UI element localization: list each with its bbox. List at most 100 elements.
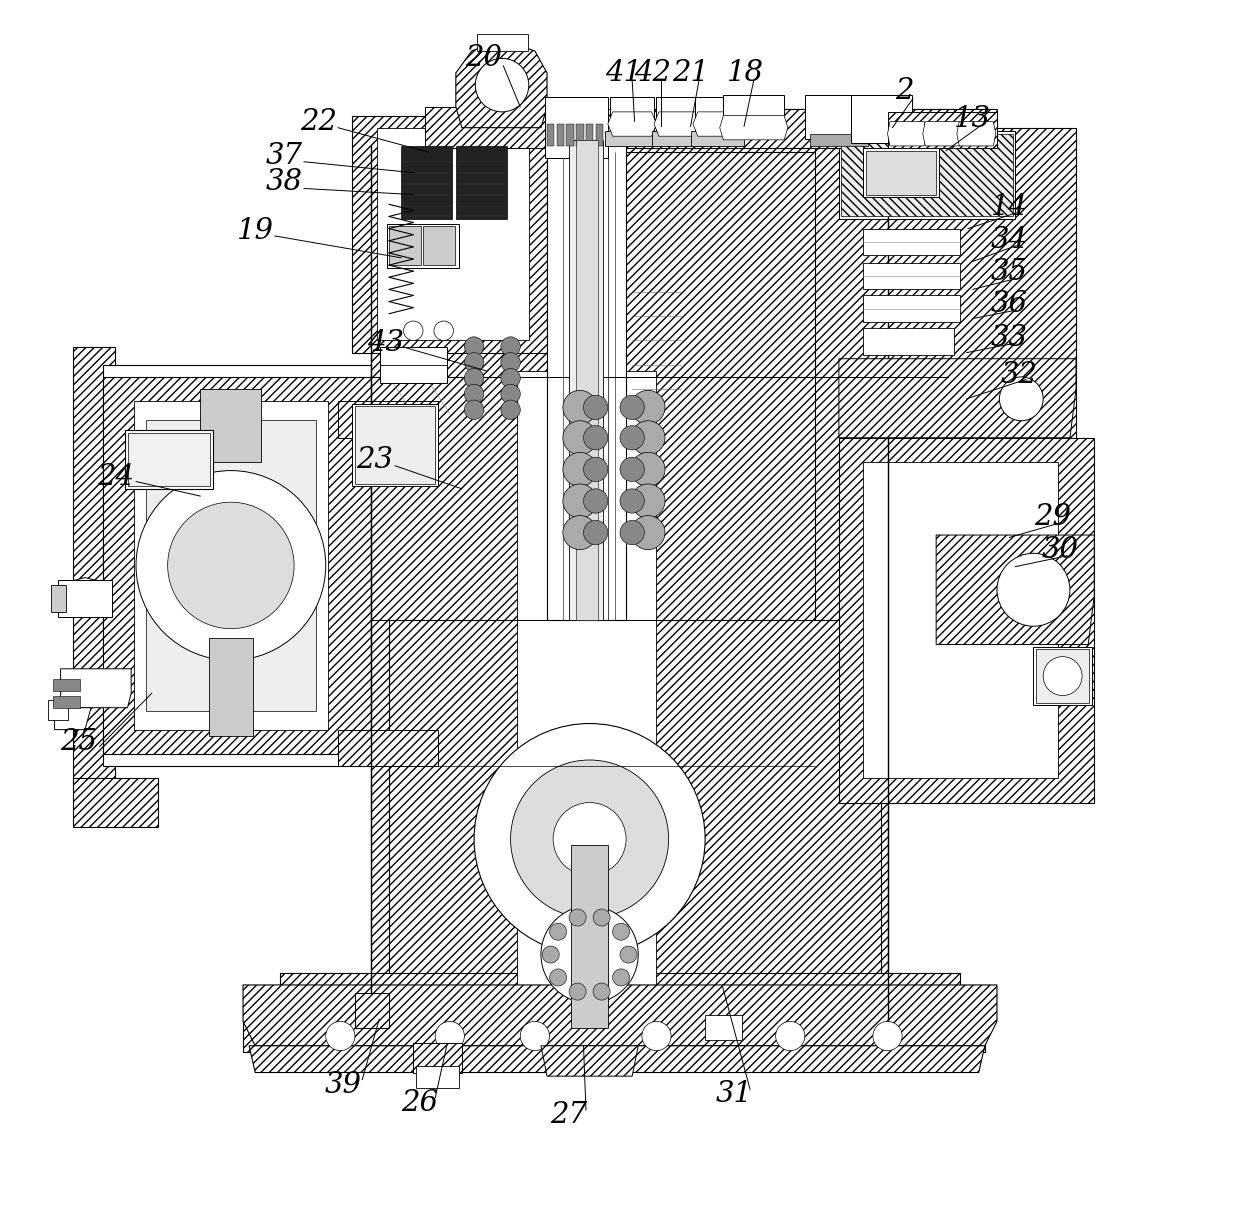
Polygon shape <box>425 109 997 152</box>
Polygon shape <box>888 122 926 146</box>
Circle shape <box>563 452 596 486</box>
Circle shape <box>464 384 484 404</box>
Polygon shape <box>693 112 742 136</box>
Polygon shape <box>371 146 949 377</box>
Polygon shape <box>355 406 435 484</box>
Circle shape <box>620 520 645 545</box>
Polygon shape <box>389 226 420 265</box>
Polygon shape <box>371 371 888 1028</box>
Text: 23: 23 <box>356 445 393 474</box>
Polygon shape <box>863 328 955 355</box>
Text: 19: 19 <box>237 216 274 246</box>
Circle shape <box>563 516 596 550</box>
Polygon shape <box>839 438 1094 803</box>
Circle shape <box>167 502 294 629</box>
Text: 21: 21 <box>672 58 709 88</box>
Circle shape <box>620 426 645 450</box>
Circle shape <box>501 384 521 404</box>
Circle shape <box>521 1021 549 1051</box>
Circle shape <box>511 760 668 918</box>
Polygon shape <box>595 124 603 146</box>
Polygon shape <box>243 1021 985 1052</box>
Text: 32: 32 <box>1001 360 1038 389</box>
Text: 36: 36 <box>991 289 1028 319</box>
Polygon shape <box>863 263 961 289</box>
Polygon shape <box>146 420 316 711</box>
Polygon shape <box>610 97 653 134</box>
Polygon shape <box>863 462 1058 778</box>
Polygon shape <box>863 148 939 197</box>
Polygon shape <box>577 140 598 620</box>
Text: 25: 25 <box>61 727 98 756</box>
Circle shape <box>464 353 484 372</box>
Text: 18: 18 <box>727 58 764 88</box>
Text: 37: 37 <box>265 141 303 170</box>
Polygon shape <box>866 151 936 195</box>
Polygon shape <box>841 134 1013 216</box>
Text: 13: 13 <box>954 105 991 134</box>
Circle shape <box>563 421 596 455</box>
Polygon shape <box>557 124 564 146</box>
Circle shape <box>584 520 608 545</box>
Circle shape <box>631 516 665 550</box>
Polygon shape <box>456 146 507 219</box>
Polygon shape <box>706 1015 742 1040</box>
Polygon shape <box>128 433 211 486</box>
Polygon shape <box>381 347 448 383</box>
Text: 39: 39 <box>324 1070 361 1099</box>
Polygon shape <box>210 638 253 736</box>
Circle shape <box>569 910 587 927</box>
Polygon shape <box>387 224 460 268</box>
Circle shape <box>549 969 567 986</box>
Polygon shape <box>572 845 608 1028</box>
Polygon shape <box>55 708 91 730</box>
Polygon shape <box>103 377 371 754</box>
Circle shape <box>631 484 665 518</box>
Polygon shape <box>863 295 961 322</box>
Polygon shape <box>103 365 377 766</box>
Circle shape <box>501 400 521 420</box>
Polygon shape <box>651 131 706 146</box>
Circle shape <box>563 484 596 518</box>
Circle shape <box>620 946 637 963</box>
Circle shape <box>553 803 626 876</box>
Polygon shape <box>125 430 212 489</box>
Polygon shape <box>608 112 656 136</box>
Polygon shape <box>888 112 997 148</box>
Circle shape <box>631 390 665 424</box>
Circle shape <box>464 368 484 388</box>
Polygon shape <box>279 973 961 1028</box>
Circle shape <box>501 353 521 372</box>
Polygon shape <box>815 128 1076 632</box>
Polygon shape <box>810 134 868 146</box>
Polygon shape <box>61 669 131 708</box>
Polygon shape <box>476 34 527 51</box>
Polygon shape <box>337 730 438 766</box>
Polygon shape <box>337 401 438 438</box>
Polygon shape <box>936 535 1094 644</box>
Polygon shape <box>415 1066 460 1088</box>
Circle shape <box>464 400 484 420</box>
Polygon shape <box>957 122 996 146</box>
Circle shape <box>434 321 454 340</box>
Polygon shape <box>51 585 66 612</box>
Circle shape <box>593 983 610 1000</box>
Circle shape <box>403 321 423 340</box>
Polygon shape <box>355 993 389 1028</box>
Polygon shape <box>851 95 911 143</box>
Polygon shape <box>541 1046 639 1076</box>
Polygon shape <box>58 580 112 617</box>
Circle shape <box>593 910 610 927</box>
Text: 33: 33 <box>991 323 1028 353</box>
Polygon shape <box>839 359 1076 438</box>
Circle shape <box>999 377 1043 421</box>
Circle shape <box>541 906 639 1003</box>
Circle shape <box>620 489 645 513</box>
Polygon shape <box>569 140 603 620</box>
Circle shape <box>620 395 645 420</box>
Text: 27: 27 <box>551 1100 588 1130</box>
Polygon shape <box>587 124 593 146</box>
Polygon shape <box>656 97 701 134</box>
Text: 34: 34 <box>991 225 1028 254</box>
Polygon shape <box>352 116 547 353</box>
